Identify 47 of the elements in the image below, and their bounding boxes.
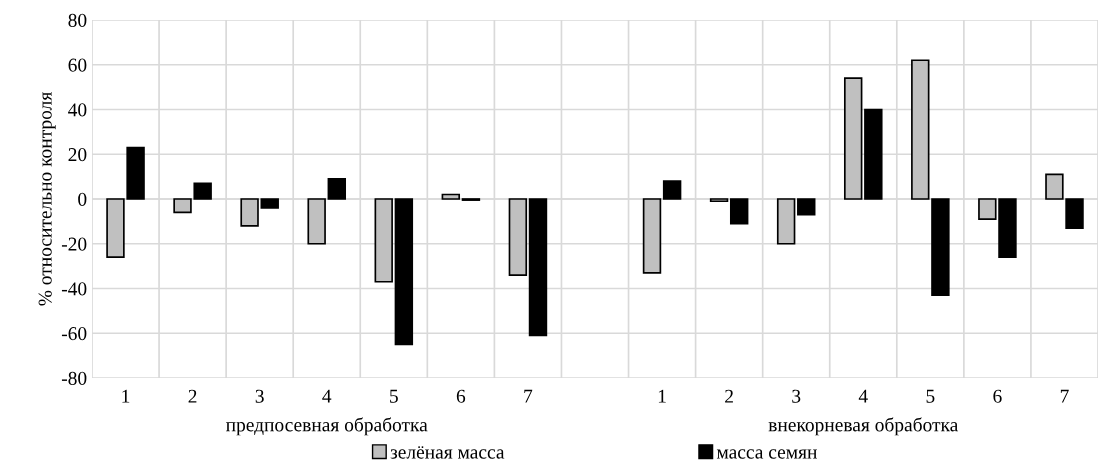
legend-label: масса семян [716, 449, 817, 459]
y-tick-label: 0 [78, 192, 87, 206]
bar [528, 198, 548, 337]
x-tick-label: 1 [658, 389, 666, 403]
bar [260, 198, 279, 209]
y-tick-label: 20 [68, 148, 87, 162]
bar [240, 198, 259, 227]
x-tick-label: 7 [1060, 389, 1069, 403]
x-tick-label: 2 [188, 389, 197, 403]
bar [931, 198, 950, 297]
bar [843, 77, 863, 200]
x-tick-label: 1 [122, 389, 130, 403]
bar [441, 193, 461, 200]
x-tick-label: 4 [322, 389, 332, 403]
x-tick-label: 2 [725, 389, 733, 403]
x-tick-label: 3 [255, 389, 264, 403]
bar [508, 198, 528, 276]
x-tick-label: 6 [993, 389, 1002, 403]
x-tick-label: 5 [390, 389, 398, 403]
y-tick-label: 40 [68, 103, 87, 117]
y-tick-label: -20 [61, 237, 87, 251]
legend-label: зелёная масса [390, 446, 505, 459]
x-tick-label: 7 [524, 389, 533, 403]
bar [776, 198, 796, 245]
y-tick-label: 80 [68, 13, 87, 27]
bar [642, 198, 662, 274]
text: внекорневая обработка [768, 417, 959, 436]
bar [729, 198, 749, 225]
bar [911, 59, 930, 200]
bar [394, 198, 414, 346]
bar [797, 198, 816, 216]
y-tick-label: 60 [68, 58, 87, 72]
bar [709, 198, 729, 203]
y-axis-title: % относительно контроля [38, 92, 56, 306]
bar [307, 198, 326, 245]
bar [374, 198, 393, 283]
bar [327, 178, 347, 200]
x-tick-label: 4 [858, 389, 868, 403]
text: предпосевная обработка [226, 417, 428, 436]
y-tick-label: -40 [61, 282, 87, 296]
y-tick-label: -60 [61, 327, 87, 341]
bar [864, 108, 883, 200]
bar [662, 180, 682, 200]
x-tick-label: 5 [926, 389, 935, 403]
y-tick-label: -80 [61, 371, 87, 385]
x-tick-label: 6 [456, 389, 466, 403]
x-tick-label: 3 [792, 389, 801, 403]
